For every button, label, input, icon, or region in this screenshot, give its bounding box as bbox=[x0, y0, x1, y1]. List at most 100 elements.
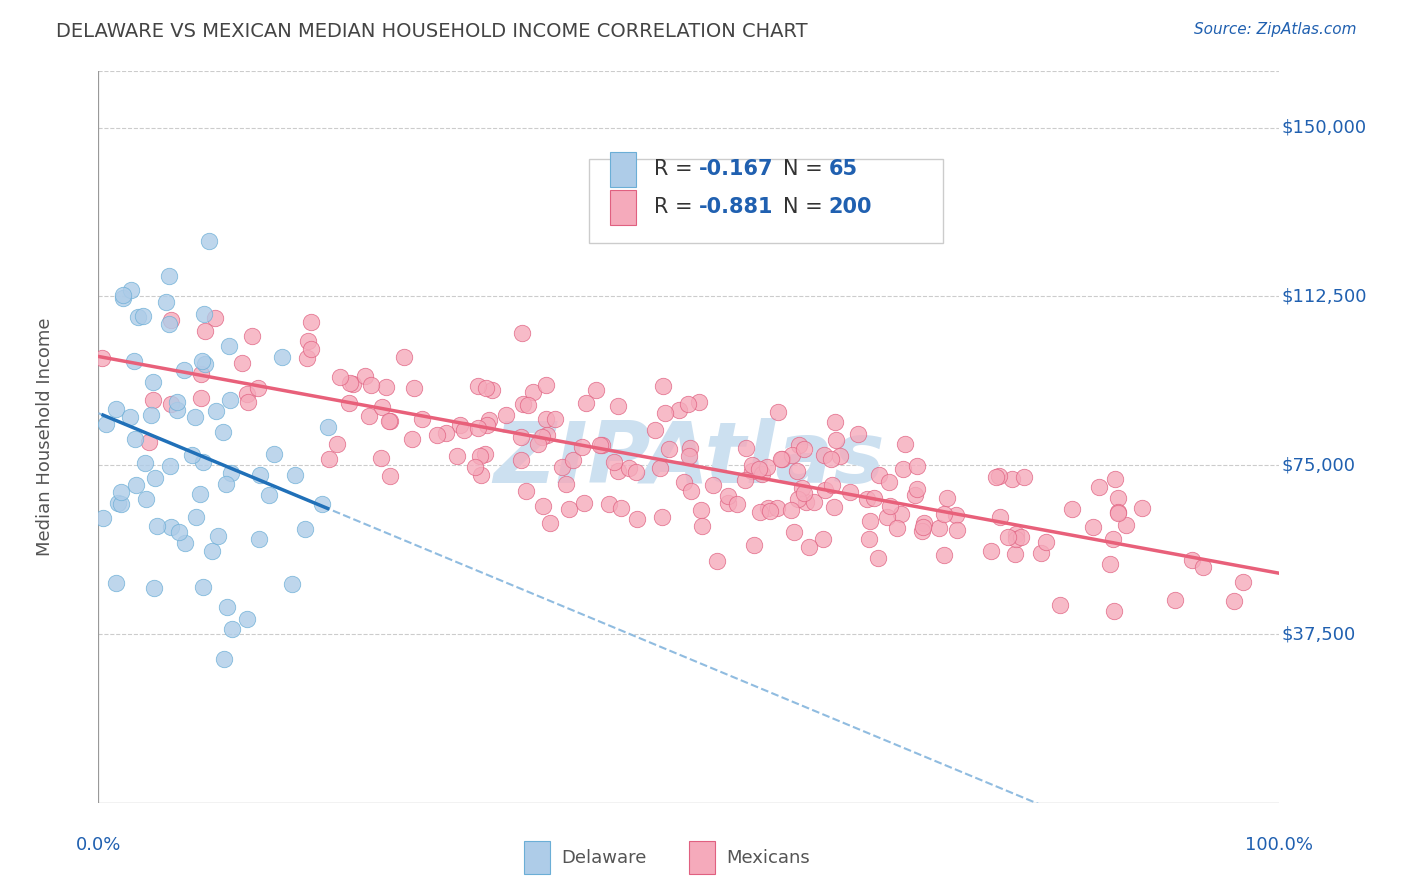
Point bbox=[690, 502, 713, 516]
Point bbox=[1088, 480, 1111, 494]
Point bbox=[173, 536, 195, 550]
Point bbox=[157, 268, 180, 283]
Point bbox=[378, 469, 401, 483]
Point bbox=[945, 508, 967, 522]
Point bbox=[295, 351, 318, 366]
Point bbox=[294, 522, 316, 536]
Point bbox=[678, 397, 700, 411]
Point bbox=[824, 416, 846, 430]
Point bbox=[811, 533, 834, 547]
Point bbox=[803, 495, 825, 509]
Point bbox=[204, 310, 226, 325]
Point bbox=[658, 442, 681, 456]
Point bbox=[742, 538, 765, 552]
Point bbox=[190, 367, 212, 381]
Point bbox=[911, 524, 934, 538]
Point bbox=[111, 291, 134, 305]
Point bbox=[544, 411, 567, 425]
Point bbox=[866, 550, 889, 565]
Point bbox=[280, 577, 302, 591]
Point bbox=[862, 491, 884, 505]
Point bbox=[1232, 575, 1254, 590]
Point bbox=[120, 283, 142, 297]
Point bbox=[876, 510, 898, 524]
Point bbox=[868, 468, 890, 483]
Point bbox=[104, 401, 127, 416]
Point bbox=[932, 507, 955, 521]
Point bbox=[624, 465, 647, 479]
Point bbox=[1180, 553, 1202, 567]
Point bbox=[139, 408, 162, 422]
Point bbox=[194, 358, 217, 372]
Point bbox=[138, 435, 160, 450]
Point bbox=[536, 427, 558, 442]
Point bbox=[770, 451, 793, 466]
Point bbox=[378, 414, 401, 428]
Point bbox=[522, 385, 544, 400]
Point bbox=[1081, 520, 1104, 534]
Point bbox=[127, 310, 149, 324]
Point bbox=[235, 612, 257, 626]
Point bbox=[231, 356, 253, 370]
Point bbox=[558, 501, 581, 516]
Point bbox=[531, 500, 554, 514]
Text: R =: R = bbox=[654, 160, 699, 179]
Point bbox=[1010, 530, 1032, 544]
Point bbox=[510, 430, 533, 444]
Text: DELAWARE VS MEXICAN MEDIAN HOUSEHOLD INCOME CORRELATION CHART: DELAWARE VS MEXICAN MEDIAN HOUSEHOLD INC… bbox=[56, 22, 808, 41]
Point bbox=[679, 483, 702, 498]
Point bbox=[122, 354, 145, 368]
Point bbox=[449, 417, 471, 432]
Point bbox=[654, 406, 676, 420]
Point bbox=[167, 524, 190, 539]
Text: N =: N = bbox=[783, 197, 830, 218]
Point bbox=[211, 425, 233, 440]
Point bbox=[607, 399, 630, 413]
Text: $37,500: $37,500 bbox=[1282, 625, 1355, 643]
Point bbox=[531, 430, 554, 444]
Point bbox=[751, 467, 773, 482]
Point bbox=[748, 462, 770, 476]
Point bbox=[668, 402, 690, 417]
Text: 65: 65 bbox=[828, 160, 858, 179]
Point bbox=[131, 310, 153, 324]
Point bbox=[1012, 470, 1035, 484]
Point bbox=[651, 378, 673, 392]
Point bbox=[946, 524, 969, 538]
Point bbox=[218, 339, 240, 353]
Point bbox=[1062, 502, 1084, 516]
Point bbox=[741, 464, 763, 478]
Point bbox=[1001, 472, 1024, 486]
Point bbox=[980, 543, 1002, 558]
Point bbox=[370, 451, 392, 466]
Point bbox=[124, 432, 146, 446]
Point bbox=[877, 475, 900, 490]
Point bbox=[858, 532, 880, 546]
Point bbox=[1130, 500, 1153, 515]
Point bbox=[475, 417, 498, 432]
Point bbox=[1107, 505, 1129, 519]
Point bbox=[690, 519, 713, 533]
Point bbox=[207, 528, 229, 542]
Text: -0.881: -0.881 bbox=[699, 197, 773, 218]
Text: 200: 200 bbox=[828, 197, 872, 218]
Point bbox=[157, 317, 180, 331]
Point bbox=[411, 411, 433, 425]
Point bbox=[94, 417, 117, 431]
Point bbox=[378, 414, 401, 428]
Point bbox=[104, 576, 127, 591]
Point bbox=[194, 324, 217, 338]
Point bbox=[787, 437, 810, 451]
Point bbox=[748, 505, 770, 519]
Point bbox=[173, 362, 195, 376]
Point bbox=[146, 519, 169, 533]
Point bbox=[756, 501, 779, 516]
Point bbox=[481, 384, 503, 398]
Point bbox=[706, 553, 728, 567]
Point bbox=[191, 580, 214, 594]
Text: N =: N = bbox=[783, 160, 830, 179]
Point bbox=[575, 396, 598, 410]
Point bbox=[717, 496, 740, 510]
Point bbox=[1222, 594, 1244, 608]
Point bbox=[734, 473, 756, 487]
